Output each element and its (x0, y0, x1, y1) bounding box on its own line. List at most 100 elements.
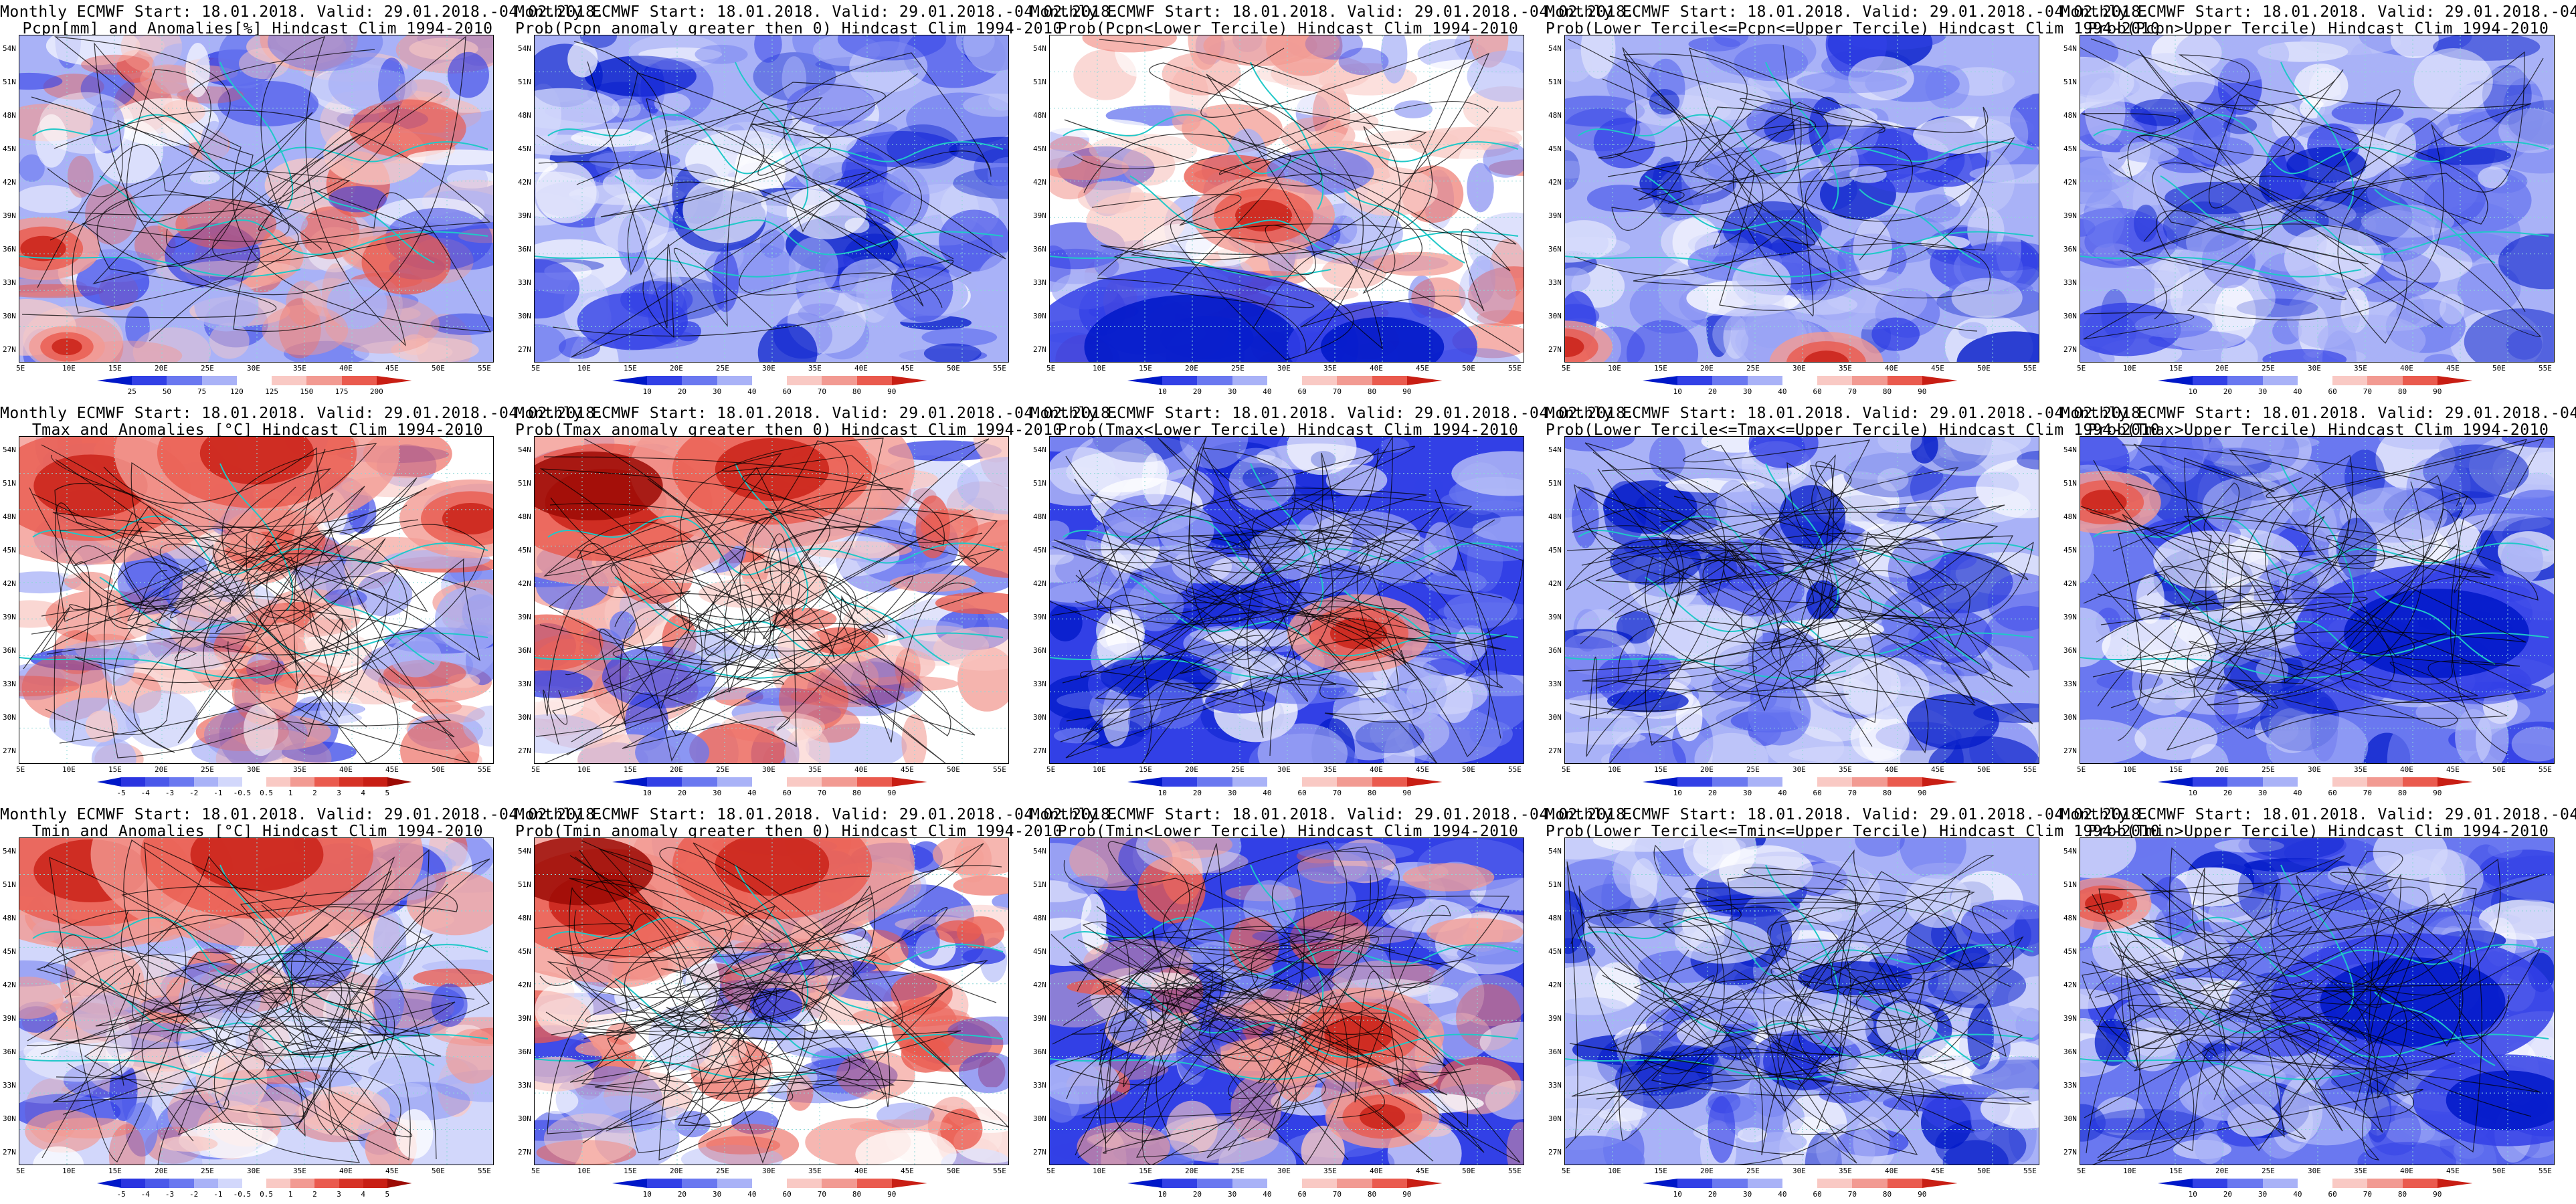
colorbar-segment (647, 376, 682, 385)
isoline (2084, 882, 2454, 1159)
field-blob (1987, 573, 2039, 631)
isoline (1565, 855, 1995, 1149)
coastline (1765, 463, 1839, 611)
field-blob (19, 72, 63, 90)
field-blob (2300, 35, 2401, 56)
map-canvas (2080, 436, 2555, 764)
field-blob (19, 600, 68, 628)
colorbar-segment (2193, 777, 2228, 787)
map-panel-pcpn-anom: Monthly ECMWF Start: 18.01.2018. Valid: … (0, 0, 604, 401)
field-blob (1203, 35, 1317, 66)
panel-title-line2: Tmax and Anomalies [°C] Hindcast Clim 19… (31, 421, 484, 439)
longitude-tick-label: 50E (1977, 364, 1991, 373)
field-blob (1626, 320, 1699, 362)
longitude-tick-label: 40E (1885, 765, 1898, 774)
coastline (735, 62, 809, 210)
field-blob (1683, 838, 1757, 883)
latitude-tick-label: 33N (518, 1081, 531, 1090)
field-blob (1580, 35, 1616, 79)
longitude-tick-label: 40E (1370, 364, 1383, 373)
field-blob (2423, 444, 2529, 498)
isoline (1073, 52, 1490, 260)
colorbar-segment (822, 376, 858, 385)
field-blob (1467, 50, 1524, 102)
field-blob (535, 983, 594, 1037)
field-blob (2327, 866, 2366, 886)
latitude-tick-label: 42N (1033, 981, 1046, 989)
field-blob (185, 42, 210, 98)
colorbar (612, 1179, 927, 1188)
latitude-tick-label: 51N (518, 78, 531, 86)
longitude-tick-label: 25E (201, 765, 214, 774)
field-blob (1853, 213, 1950, 264)
colorbar-segment (751, 376, 788, 385)
isoline (2132, 474, 2460, 698)
panel-title-line1: Monthly ECMWF Start: 18.01.2018. Valid: … (515, 3, 1120, 21)
isoline (2117, 482, 2328, 741)
colorbar-segment (2402, 777, 2438, 787)
latitude-tick-label: 33N (2063, 278, 2077, 287)
isoline (1595, 439, 1929, 754)
map-panel-pcpn-low: Monthly ECMWF Start: 18.01.2018. Valid: … (1030, 0, 1635, 401)
map-canvas (1564, 837, 2039, 1165)
latitude-tick-label: 45N (1548, 947, 1562, 956)
colorbar-tick-label: 40 (1778, 789, 1787, 797)
latitude-tick-label: 30N (1548, 1114, 1562, 1123)
map-panel-tmax-low: Monthly ECMWF Start: 18.01.2018. Valid: … (1030, 401, 1635, 803)
field-blob (1850, 714, 1910, 762)
colorbar-tick-label: 80 (1882, 1190, 1892, 1199)
isoline (41, 511, 399, 763)
latitude-tick-label: 30N (1033, 312, 1046, 320)
panel-title-line2: Prob(Tmax<Lower Tercile) Hindcast Clim 1… (1057, 421, 1519, 439)
field-blob (1179, 437, 1249, 470)
colorbar-tick-label: 70 (1847, 789, 1857, 797)
field-blob (2498, 875, 2554, 901)
longitude-tick-label: 35E (293, 364, 306, 373)
longitude-tick-label: 55E (993, 1167, 1006, 1175)
isoline (49, 857, 448, 1163)
longitude-tick-label: 45E (385, 765, 399, 774)
colorbar-segment (266, 1179, 291, 1188)
latitude-tick-label: 42N (518, 178, 531, 187)
colorbar-tick-label: 0.5 (260, 789, 273, 797)
isoline (1077, 846, 1454, 1066)
isoline (26, 856, 430, 1165)
field-blob (1694, 732, 1769, 763)
colorbar-tick-label: 10 (1673, 387, 1682, 396)
colorbar-tick-label: 80 (2397, 1190, 2407, 1199)
longitude-tick-label: 5E (2077, 1167, 2086, 1175)
latitude-tick-label: 48N (2063, 914, 2077, 922)
coastline (1565, 657, 1847, 679)
latitude-tick-label: 39N (518, 613, 531, 621)
longitude-tick-label: 25E (716, 364, 729, 373)
latitude-tick-label: 27N (2063, 345, 2077, 354)
latitude-tick-label: 33N (518, 278, 531, 287)
field-blob (1737, 1127, 1768, 1142)
longitude-tick-label: 10E (1093, 364, 1106, 373)
colorbar-tick-label: 20 (1192, 789, 1202, 797)
colorbar-tick-label: 60 (782, 1190, 792, 1199)
panel-title-line1: Monthly ECMWF Start: 18.01.2018. Valid: … (2061, 3, 2576, 21)
field-blob (446, 1029, 493, 1084)
colorbar-segment (169, 1179, 195, 1188)
longitude-tick-label: 15E (624, 1167, 637, 1175)
field-blob (689, 723, 787, 763)
field-blob (2002, 66, 2037, 100)
latitude-tick-label: 36N (1548, 1047, 1562, 1056)
field-blob (815, 310, 870, 360)
colorbar-tick-label: 80 (1367, 1190, 1377, 1199)
latitude-tick-label: 39N (3, 613, 16, 621)
longitude-tick-label: 20E (1185, 364, 1198, 373)
field-blob (1651, 157, 1682, 218)
isoline (2090, 38, 2532, 344)
field-blob (1908, 608, 1992, 664)
field-blob (327, 279, 387, 330)
latitude-tick-label: 42N (1548, 579, 1562, 588)
field-blob (2237, 861, 2281, 920)
colorbar-segment (2332, 777, 2368, 787)
colorbar-segment (1302, 376, 1338, 385)
coastline (219, 864, 294, 1013)
coastline (535, 1058, 816, 1080)
field-blob (81, 54, 150, 75)
colorbar-tick-label: -3 (165, 1190, 175, 1199)
